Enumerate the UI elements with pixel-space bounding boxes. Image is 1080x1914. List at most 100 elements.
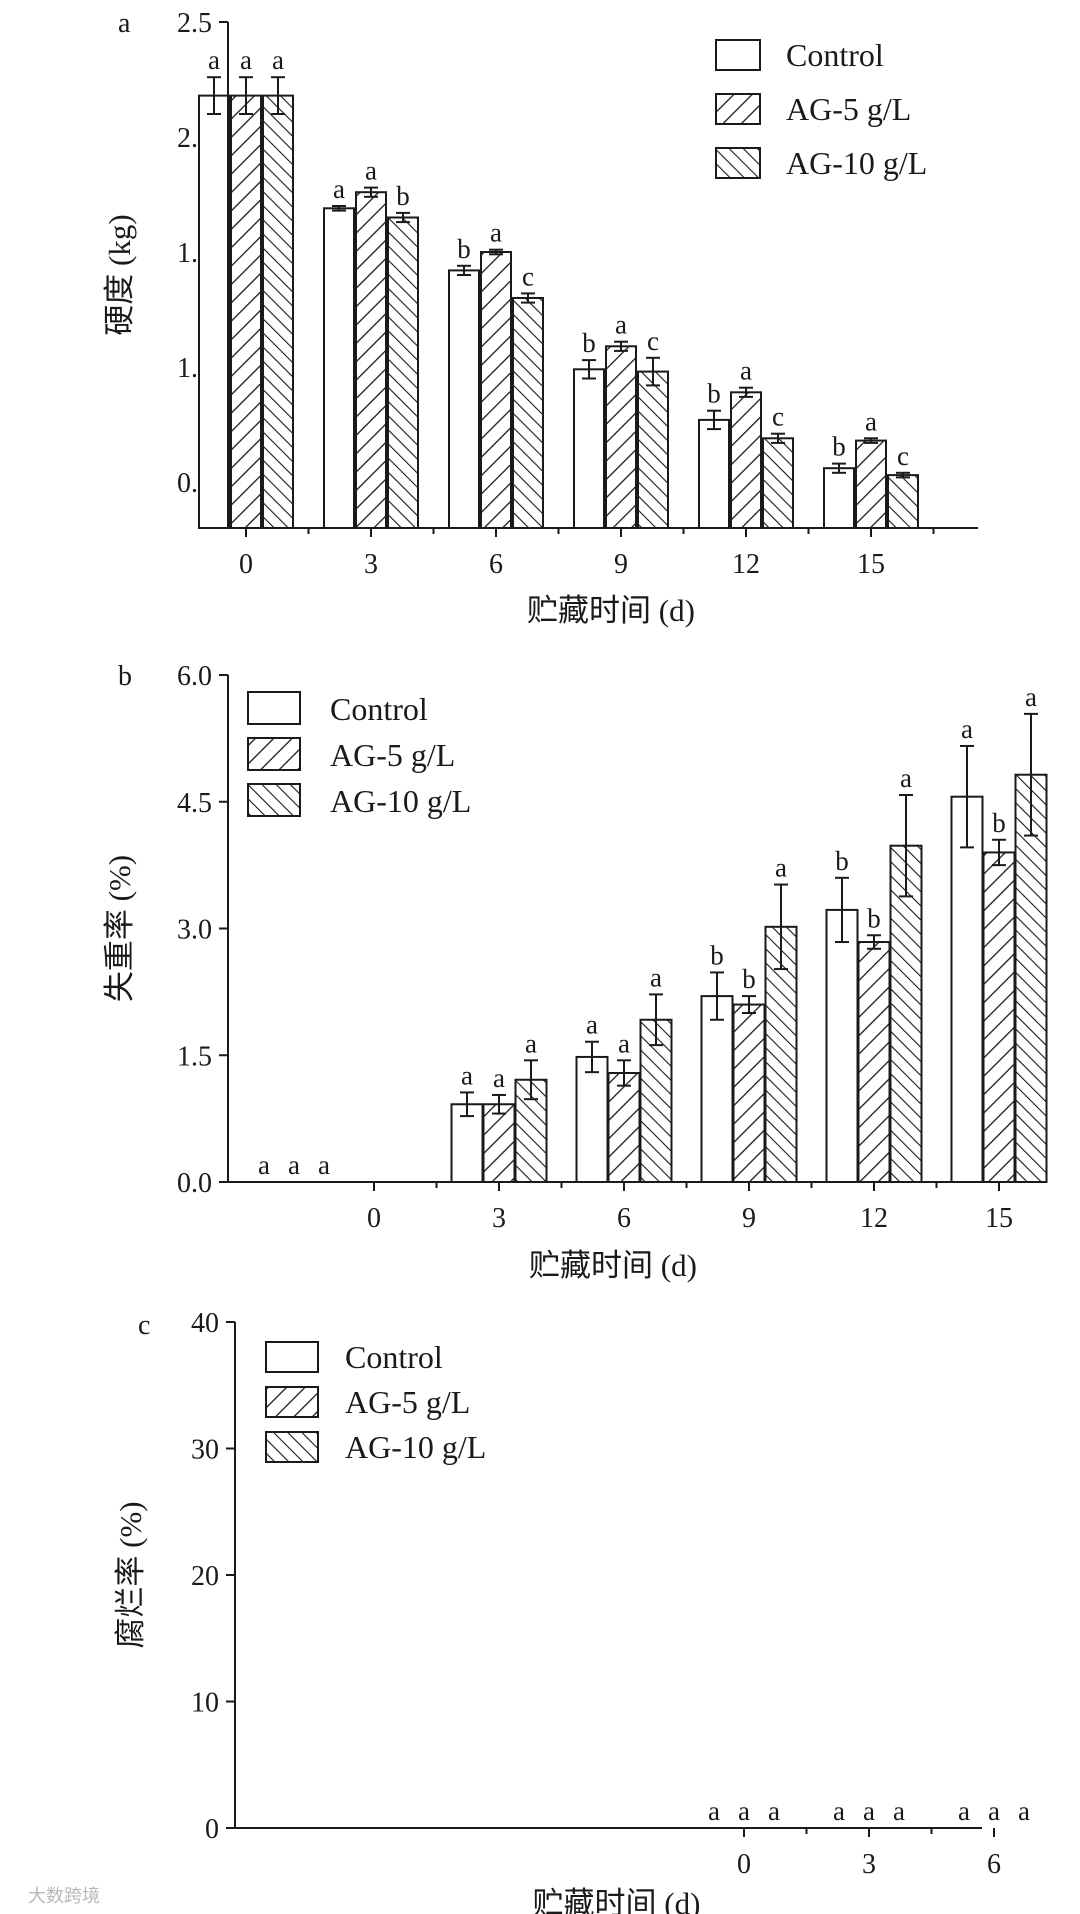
bar-a-s0-c2 (448, 269, 480, 529)
x-tick-label: 6 (987, 1849, 1001, 1880)
x-tick-label: 3 (364, 549, 378, 580)
significance-letter: b (710, 940, 724, 970)
bar-a-s0-c0 (198, 94, 230, 529)
y-tick-label: 6.0 (177, 661, 212, 692)
bar-a-s0-c3 (573, 368, 605, 529)
bar-a-s0-c5 (823, 467, 855, 530)
legend-label: AG-10 g/L (786, 145, 927, 181)
bar-b-s2-c2 (639, 1018, 673, 1184)
x-tick-label: 0 (239, 549, 253, 580)
significance-letter: a (318, 1150, 330, 1180)
y-tick-label: 1.5 (177, 1041, 212, 1072)
bar-b-s1-c4 (857, 941, 891, 1184)
bar-a-s0-c1 (323, 207, 355, 530)
x-tick-label: 3 (492, 1203, 506, 1234)
y-axis-label: 硬度 (kg) (102, 214, 137, 335)
y-tick-label: 10 (191, 1688, 219, 1719)
x-tick-label: 3 (862, 1849, 876, 1880)
panel-letter: c (138, 1310, 150, 1341)
significance-letter: a (740, 356, 752, 386)
significance-letter: a (768, 1796, 780, 1826)
legend-label: AG-5 g/L (786, 91, 911, 127)
y-tick-label: 20 (191, 1561, 219, 1592)
bar-a-s1-c1 (355, 191, 387, 529)
legend: Control AG-5 g/L AG-10 g/L (265, 1339, 486, 1465)
significance-letter: b (396, 181, 410, 211)
significance-letter: a (775, 853, 787, 883)
legend-label: Control (786, 37, 884, 73)
significance-letter: a (490, 218, 502, 248)
bar-a-s1-c2 (480, 251, 512, 529)
significance-letter: c (772, 402, 784, 432)
significance-letter: b (742, 964, 756, 994)
y-axis-label: 失重率 (%) (102, 855, 137, 1002)
y-axis-label: 腐烂率 (%) (113, 1501, 148, 1648)
significance-letter: a (958, 1796, 970, 1826)
significance-letter: a (240, 45, 252, 75)
legend-label: AG-10 g/L (345, 1429, 486, 1465)
bar-b-s1-c1 (482, 1103, 516, 1184)
significance-letter: a (272, 45, 284, 75)
x-tick-label: 12 (732, 549, 760, 580)
significance-letter: b (832, 432, 846, 462)
significance-letter: a (893, 1796, 905, 1826)
legend: Control AG-5 g/L AG-10 g/L (247, 691, 471, 819)
y-tick-label: 30 (191, 1435, 219, 1466)
legend-label: AG-10 g/L (330, 783, 471, 819)
significance-letter: a (708, 1796, 720, 1826)
significance-letter: a (618, 1028, 630, 1058)
significance-letter: b (457, 234, 471, 264)
legend-label: Control (330, 691, 428, 727)
bar-a-s1-c0 (230, 94, 262, 529)
significance-letter: a (650, 962, 662, 992)
legend-swatch (247, 783, 301, 817)
significance-letter: a (461, 1060, 473, 1090)
significance-letter: b (707, 379, 721, 409)
y-tick-label: 2.5 (177, 8, 212, 39)
legend: Control AG-5 g/L AG-10 g/L (715, 37, 927, 181)
x-tick-label: 9 (742, 1203, 756, 1234)
legend-swatch (247, 737, 301, 771)
legend-swatch (715, 39, 761, 71)
significance-letter: a (615, 310, 627, 340)
significance-letter: b (992, 808, 1006, 838)
y-tick-label: 3.0 (177, 915, 212, 946)
bar-a-s2-c3 (637, 370, 669, 529)
bar-b-s0-c5 (950, 795, 984, 1183)
significance-letter: a (525, 1028, 537, 1058)
x-tick-label: 6 (617, 1203, 631, 1234)
x-tick-label: 15 (857, 549, 885, 580)
legend-swatch (247, 691, 301, 725)
significance-letter: a (288, 1150, 300, 1180)
watermark-text: 大数跨境 (28, 1886, 100, 1907)
panel-letter: a (118, 8, 131, 39)
bar-b-s0-c3 (700, 995, 734, 1183)
x-tick-label: 12 (860, 1203, 888, 1234)
bar-b-s2-c4 (889, 844, 923, 1183)
x-axis-label: 贮藏时间 (d) (527, 593, 695, 628)
significance-letter: a (493, 1063, 505, 1093)
significance-letter: a (863, 1796, 875, 1826)
panel-letter: b (118, 661, 132, 692)
bar-a-s2-c2 (512, 297, 544, 529)
significance-letter: a (833, 1796, 845, 1826)
legend-swatch (265, 1341, 319, 1373)
bar-a-s2-c4 (762, 437, 794, 529)
significance-letter: a (333, 174, 345, 204)
significance-letter: c (647, 326, 659, 356)
y-tick-label: 40 (191, 1308, 219, 1339)
x-tick-label: 0 (737, 1849, 751, 1880)
significance-letter: c (897, 441, 909, 471)
legend-swatch (715, 147, 761, 179)
significance-letter: a (961, 714, 973, 744)
x-axis-label: 贮藏时间 (d) (533, 1886, 701, 1914)
y-tick-label: 0 (205, 1814, 219, 1845)
bar-b-s0-c4 (825, 908, 859, 1183)
bar-a-s2-c5 (887, 474, 919, 530)
significance-letter: a (586, 1010, 598, 1040)
bar-a-s1-c5 (855, 439, 887, 530)
significance-letter: a (1018, 1796, 1030, 1826)
significance-letter: a (900, 763, 912, 793)
